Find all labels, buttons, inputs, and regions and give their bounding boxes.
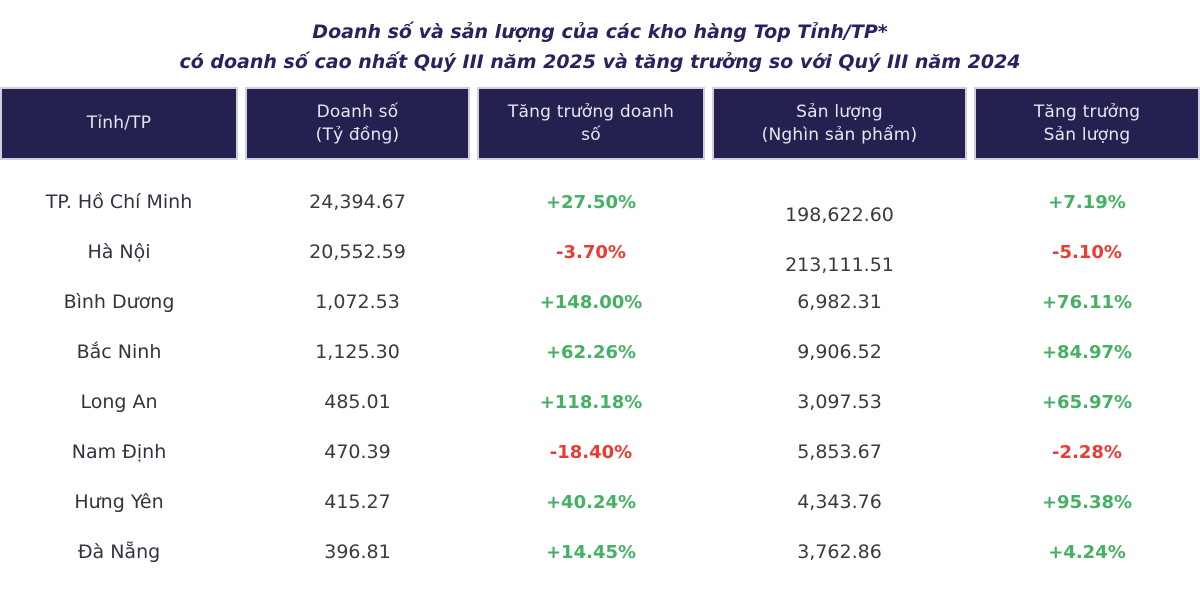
cell-revenue: 1,072.53 xyxy=(315,291,400,313)
cell-volume-growth: +65.97% xyxy=(1041,391,1133,413)
cell-volume-growth: +76.11% xyxy=(1041,291,1133,313)
cell-revenue-growth: +14.45% xyxy=(545,541,637,563)
cell-volume: 6,982.31 xyxy=(797,291,882,313)
cell-volume: 9,906.52 xyxy=(797,341,882,363)
table-header-row: Tỉnh/TP Doanh số (Tỷ đồng) Tăng trưởng d… xyxy=(0,87,1200,160)
cell-volume-growth: +84.97% xyxy=(1041,341,1133,363)
cell-province: Bình Dương xyxy=(63,291,175,313)
column-header-volume-growth: Tăng trưởng Sản lượng xyxy=(974,87,1200,160)
cell-province: Hưng Yên xyxy=(74,491,164,513)
cell-province: TP. Hồ Chí Minh xyxy=(45,191,193,213)
page-title: Doanh số và sản lượng của các kho hàng T… xyxy=(0,0,1200,77)
title-line-2: có doanh số cao nhất Quý III năm 2025 và… xyxy=(179,51,1021,73)
table-body: TP. Hồ Chí Minh 24,394.67 +27.50% 198,62… xyxy=(0,177,1200,577)
cell-volume: 198,622.60 xyxy=(785,204,894,226)
cell-province: Long An xyxy=(80,391,158,413)
cell-revenue: 485.01 xyxy=(324,391,391,413)
cell-revenue: 20,552.59 xyxy=(309,241,406,263)
cell-revenue: 1,125.30 xyxy=(315,341,400,363)
cell-revenue-growth: +27.50% xyxy=(545,191,637,213)
cell-volume-growth: +4.24% xyxy=(1048,541,1126,563)
title-line-1: Doanh số và sản lượng của các kho hàng T… xyxy=(312,21,888,43)
cell-volume: 4,343.76 xyxy=(797,491,882,513)
column-header-revenue-growth: Tăng trưởng doanh số xyxy=(477,87,705,160)
cell-province: Bắc Ninh xyxy=(76,341,162,363)
cell-volume: 3,097.53 xyxy=(797,391,882,413)
cell-volume: 5,853.67 xyxy=(797,441,882,463)
cell-province: Hà Nội xyxy=(87,241,151,263)
cell-revenue: 24,394.67 xyxy=(309,191,406,213)
column-header-revenue: Doanh số (Tỷ đồng) xyxy=(245,87,470,160)
cell-volume-growth: -2.28% xyxy=(1052,441,1122,463)
cell-revenue: 396.81 xyxy=(324,541,391,563)
column-header-volume: Sản lượng (Nghìn sản phẩm) xyxy=(712,87,967,160)
cell-volume: 213,111.51 xyxy=(785,254,894,276)
cell-revenue-growth: -18.40% xyxy=(549,441,633,463)
cell-revenue: 470.39 xyxy=(324,441,391,463)
cell-province: Nam Định xyxy=(71,441,167,463)
cell-revenue-growth: +148.00% xyxy=(539,291,643,313)
cell-volume: 3,762.86 xyxy=(797,541,882,563)
cell-volume-growth: -5.10% xyxy=(1052,241,1122,263)
cell-province: Đà Nẵng xyxy=(77,541,161,563)
cell-volume-growth: +95.38% xyxy=(1041,491,1133,513)
cell-revenue-growth: +118.18% xyxy=(539,391,643,413)
cell-revenue-growth: +62.26% xyxy=(545,341,637,363)
cell-revenue: 415.27 xyxy=(324,491,391,513)
cell-revenue-growth: -3.70% xyxy=(556,241,626,263)
cell-revenue-growth: +40.24% xyxy=(545,491,637,513)
cell-volume-growth: +7.19% xyxy=(1048,191,1126,213)
column-header-province: Tỉnh/TP xyxy=(0,87,238,160)
